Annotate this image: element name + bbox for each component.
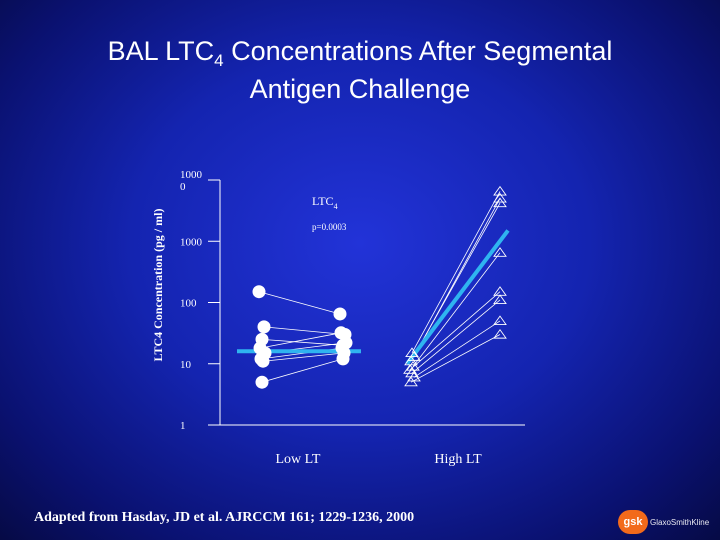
data-point-triangle xyxy=(493,197,507,208)
p-value-label: p=0.0003 xyxy=(312,222,347,232)
y-tick-label: 10 xyxy=(180,359,192,371)
data-point-triangle xyxy=(493,286,507,296)
data-point-circle xyxy=(252,285,266,299)
chart-title-line1: BAL LTC4 Concentrations After Segmental xyxy=(0,34,720,72)
y-axis-label: LTC4 Concentration (pg / ml) xyxy=(151,209,165,362)
category-label: Low LT xyxy=(276,452,321,467)
axes xyxy=(208,179,525,426)
pair-line xyxy=(410,202,501,362)
pair-line xyxy=(409,291,501,370)
pair-line xyxy=(258,291,341,315)
data-point-circle xyxy=(257,320,271,334)
title-text-pre: BAL LTC xyxy=(107,36,215,66)
data-point-triangle xyxy=(405,367,419,378)
data-point-circle xyxy=(256,354,270,368)
pair-lines xyxy=(258,191,501,383)
pair-line xyxy=(410,334,501,383)
pair-line xyxy=(261,358,344,383)
pair-line xyxy=(262,352,345,362)
pair-line xyxy=(259,332,342,349)
data-markers xyxy=(252,185,507,389)
y-tick-label: 1 xyxy=(180,420,186,432)
legend-label: LTC4 xyxy=(312,194,338,211)
gsk-logo-badge: gsk xyxy=(618,510,648,534)
chart-title-line2: Antigen Challenge xyxy=(249,74,471,104)
data-point-circle xyxy=(333,307,347,321)
pair-line xyxy=(413,320,501,378)
y-tick-label: 100 xyxy=(180,298,197,310)
data-point-triangle xyxy=(493,315,507,325)
data-point-triangle xyxy=(404,376,418,387)
category-label: High LT xyxy=(434,452,482,467)
chart-title: BAL LTC4 Concentrations After Segmental … xyxy=(0,34,720,106)
data-point-triangle xyxy=(493,192,507,203)
mean-line xyxy=(405,229,510,365)
title-subscript: 4 xyxy=(214,51,224,70)
y-tick-label: 1000 xyxy=(180,236,203,248)
data-point-circle xyxy=(336,352,350,366)
data-point-triangle xyxy=(493,328,507,339)
title-text-post: Concentrations After Segmental xyxy=(223,36,613,66)
chart-labels: 1 10 100 1000 1000 0 LTC4 Concentration (pg / … xyxy=(151,169,482,467)
data-point-triangle xyxy=(493,294,507,305)
citation: Adapted from Hasday, JD et al. AJRCCM 16… xyxy=(34,510,415,525)
data-point-triangle xyxy=(493,247,507,257)
data-point-circle xyxy=(255,375,269,389)
pair-line xyxy=(411,191,501,354)
y-tick-label: 1000 0 xyxy=(180,169,203,193)
data-point-triangle xyxy=(405,347,419,358)
pair-line xyxy=(412,252,501,367)
data-point-triangle xyxy=(493,185,507,196)
pair-line xyxy=(411,299,501,374)
pair-line xyxy=(263,326,346,335)
gsk-logo: gsk GlaxoSmithKline xyxy=(618,510,714,536)
gsk-logo-wordmark: GlaxoSmithKline xyxy=(650,518,710,527)
pair-line xyxy=(261,338,344,346)
